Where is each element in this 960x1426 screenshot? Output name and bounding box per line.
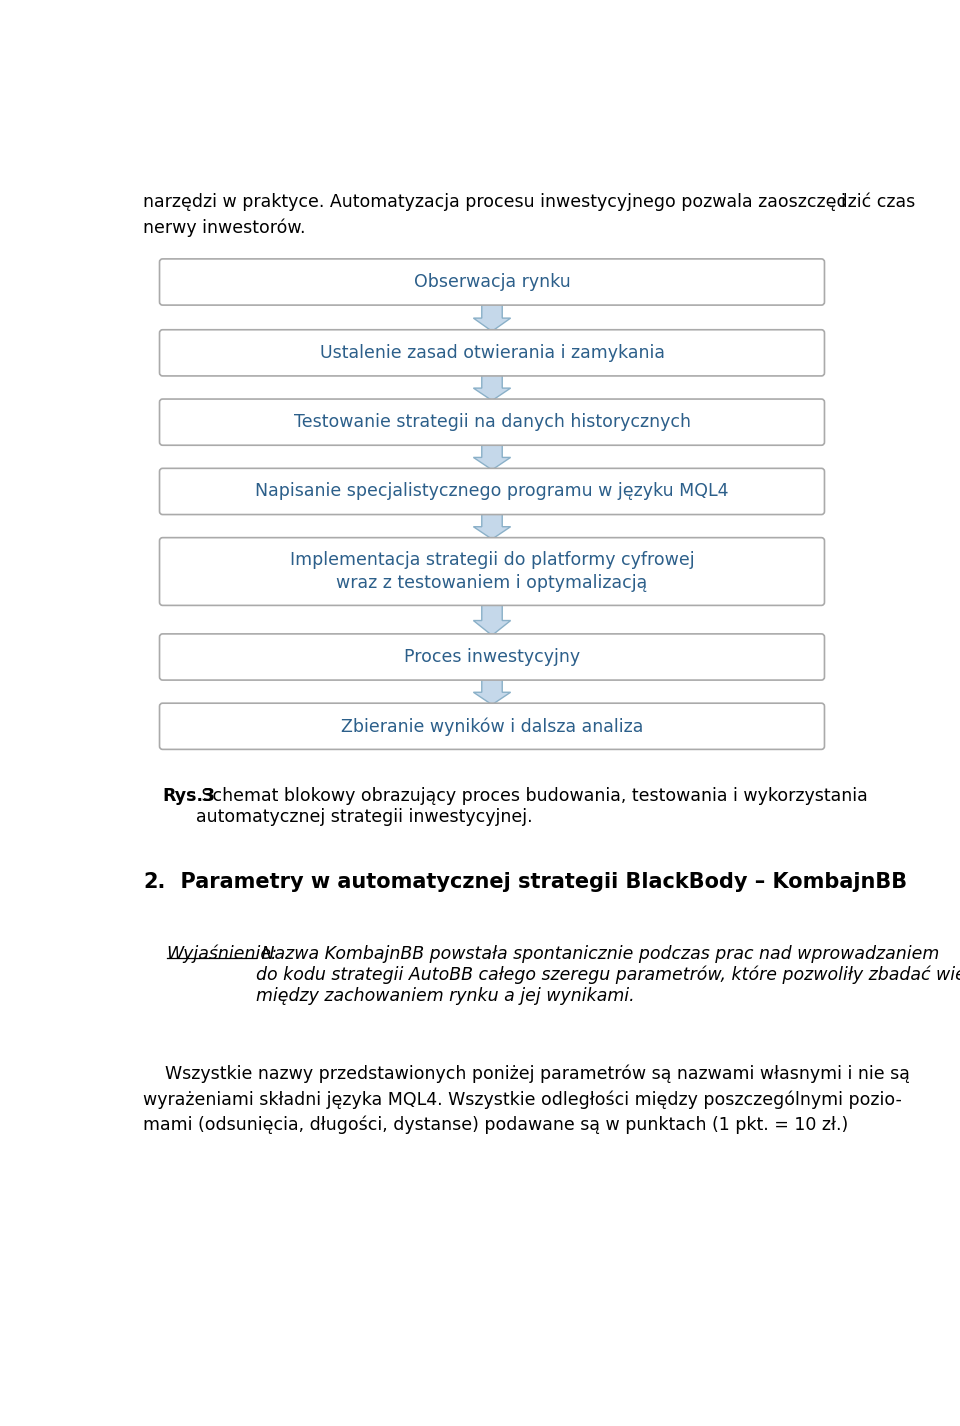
Text: Napisanie specjalistycznego programu w języku MQL4: Napisanie specjalistycznego programu w j… xyxy=(255,482,729,501)
Polygon shape xyxy=(473,442,511,471)
Text: Ustalenie zasad otwierania i zamykania: Ustalenie zasad otwierania i zamykania xyxy=(320,344,664,362)
FancyBboxPatch shape xyxy=(159,538,825,606)
Polygon shape xyxy=(473,677,511,704)
Text: Parametry w automatycznej strategii BlackBody – KombajnBB: Parametry w automatycznej strategii Blac… xyxy=(166,871,907,891)
Polygon shape xyxy=(473,302,511,331)
FancyBboxPatch shape xyxy=(159,468,825,515)
FancyBboxPatch shape xyxy=(159,635,825,680)
Text: nerwy inwestorów.: nerwy inwestorów. xyxy=(143,218,305,237)
FancyBboxPatch shape xyxy=(159,399,825,445)
Polygon shape xyxy=(473,602,511,636)
Text: 2.: 2. xyxy=(143,871,166,891)
Text: Testowanie strategii na danych historycznych: Testowanie strategii na danych historycz… xyxy=(294,414,690,431)
FancyBboxPatch shape xyxy=(159,329,825,376)
FancyBboxPatch shape xyxy=(159,260,825,305)
Text: Zbieranie wyników i dalsza analiza: Zbieranie wyników i dalsza analiza xyxy=(341,717,643,736)
Text: Obserwacja rynku: Obserwacja rynku xyxy=(414,272,570,291)
Text: Wszystkie nazwy przedstawionych poniżej parametrów są nazwami własnymi i nie są
: Wszystkie nazwy przedstawionych poniżej … xyxy=(143,1064,910,1134)
Text: narzędzi w praktyce. Automatyzacja procesu inwestycyjnego pozwala zaoszczędzić c: narzędzi w praktyce. Automatyzacja proce… xyxy=(143,193,916,211)
Text: Schemat blokowy obrazujący proces budowania, testowania i wykorzystania
automaty: Schemat blokowy obrazujący proces budowa… xyxy=(196,787,868,826)
Text: i: i xyxy=(841,193,846,211)
Polygon shape xyxy=(473,512,511,539)
Text: Wyjaśnienie:: Wyjaśnienie: xyxy=(166,945,277,964)
Polygon shape xyxy=(473,372,511,401)
Text: Rys.3: Rys.3 xyxy=(162,787,216,806)
Text: Proces inwestycyjny: Proces inwestycyjny xyxy=(404,647,580,666)
FancyBboxPatch shape xyxy=(159,703,825,750)
Text: Implementacja strategii do platformy cyfrowej
wraz z testowaniem i optymalizacją: Implementacja strategii do platformy cyf… xyxy=(290,550,694,592)
Text: Nazwa KombajnBB powstała spontanicznie podczas prac nad wprowadzaniem
do kodu st: Nazwa KombajnBB powstała spontanicznie p… xyxy=(256,945,960,1005)
